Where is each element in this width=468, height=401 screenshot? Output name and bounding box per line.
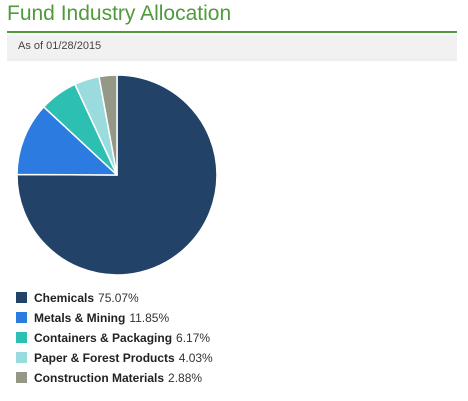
legend-swatch [16,312,27,323]
as-of-date: As of 01/28/2015 [18,40,102,52]
legend-swatch [16,332,27,343]
page-title: Fund Industry Allocation [7,2,232,25]
legend-label: Metals & Mining [34,310,126,325]
legend-swatch [16,292,27,303]
legend-value: 4.03% [178,350,213,365]
legend-item: Chemicals 75.07% [16,290,213,305]
legend-value: 75.07% [98,290,139,305]
legend-label: Paper & Forest Products [34,350,175,365]
legend-item: Construction Materials 2.88% [16,370,213,385]
legend-label: Chemicals [34,290,95,305]
legend-item: Containers & Packaging 6.17% [16,330,213,345]
pie-slice-2 [16,106,118,176]
legend-item: Paper & Forest Products 4.03% [16,350,213,365]
as-of-bar: As of 01/28/2015 [7,35,457,59]
pie-slice-1 [16,74,218,276]
legend-swatch [16,372,27,383]
legend-value: 11.85% [129,310,170,325]
as-of-bar-shadow [7,59,457,62]
legend-item: Metals & Mining 11.85% [16,310,213,325]
legend-value: 2.88% [168,370,203,385]
chart-legend: Chemicals 75.07% Metals & Mining 11.85% Cont… [16,290,213,390]
title-divider [7,31,457,33]
legend-label: Containers & Packaging [34,330,173,345]
pie-slice-5 [98,74,118,176]
allocation-pie-chart [16,74,218,276]
legend-label: Construction Materials [34,370,165,385]
legend-value: 6.17% [176,330,211,345]
legend-swatch [16,352,27,363]
